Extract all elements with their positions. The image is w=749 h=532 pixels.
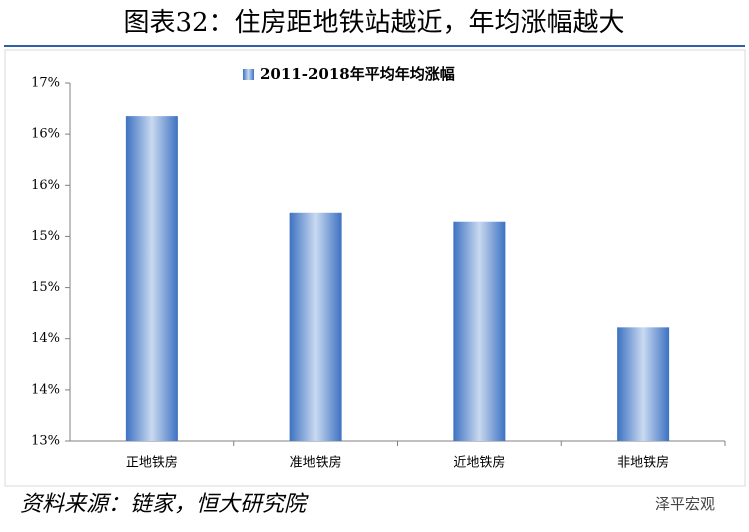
page-title: 图表32：住房距地铁站越近，年均涨幅越大	[123, 8, 624, 38]
y-tick-label: 14%	[31, 382, 60, 397]
x-tick-label: 准地铁房	[290, 455, 342, 471]
legend-label: 2011-2018年平均年均涨幅	[260, 65, 455, 83]
bar	[617, 327, 670, 441]
y-tick-label: 15%	[31, 280, 60, 295]
y-tick-label: 15%	[31, 229, 60, 244]
bar	[453, 221, 506, 441]
bar	[125, 116, 178, 442]
x-tick-label: 近地铁房	[453, 455, 505, 471]
y-tick-label: 16%	[31, 178, 60, 193]
x-tick-label: 正地铁房	[126, 455, 178, 471]
y-tick-label: 13%	[31, 434, 60, 449]
bar	[289, 212, 342, 441]
source-note: 资料来源：链家，恒大研究院	[20, 492, 309, 517]
chart-frame	[4, 49, 746, 487]
x-tick-label: 非地铁房	[617, 455, 669, 471]
legend-swatch	[243, 69, 254, 80]
y-tick-label: 17%	[31, 76, 60, 91]
y-tick-label: 16%	[31, 127, 60, 142]
watermark: 泽平宏观	[655, 495, 715, 513]
y-tick-label: 14%	[31, 331, 60, 346]
